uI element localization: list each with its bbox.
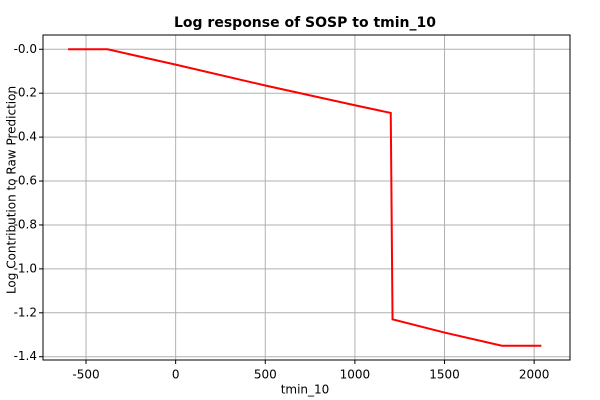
x-tick-label: -500 bbox=[72, 368, 99, 382]
x-tick-label: 1500 bbox=[429, 368, 460, 382]
y-tick-label: -0.0 bbox=[14, 42, 37, 56]
y-tick-label: -1.0 bbox=[14, 261, 37, 275]
x-tick-label: 2000 bbox=[519, 368, 550, 382]
line bbox=[68, 48, 542, 347]
plot-frame bbox=[42, 34, 571, 361]
y-tick-label: -0.4 bbox=[14, 130, 37, 144]
x-tick-label: 0 bbox=[172, 368, 180, 382]
chart-title: Log response of SOSP to tmin_10 bbox=[174, 15, 436, 31]
y-tick-label: -0.2 bbox=[14, 86, 37, 100]
y-tick-label: -1.2 bbox=[14, 305, 37, 319]
x-tick-label: 1000 bbox=[340, 368, 371, 382]
x-tick-label: 500 bbox=[254, 368, 277, 382]
y-tick-label: -0.6 bbox=[14, 174, 37, 188]
y-axis-label: Log Contribution to Raw Prediction bbox=[5, 86, 19, 294]
y-tick-label: -0.8 bbox=[14, 217, 37, 231]
x-axis-label: tmin_10 bbox=[281, 383, 330, 397]
y-tick-label: -1.4 bbox=[14, 349, 37, 363]
